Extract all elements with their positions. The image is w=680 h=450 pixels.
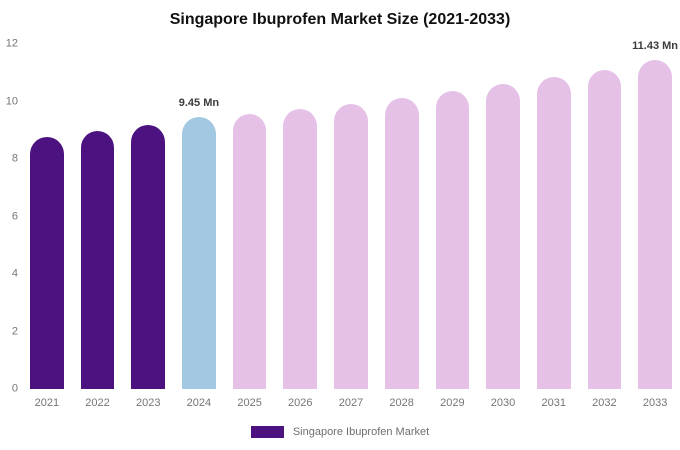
y-tick-label: 12 bbox=[5, 37, 18, 50]
x-tick-label: 2030 bbox=[490, 397, 516, 409]
x-tick-label: 2029 bbox=[440, 397, 465, 409]
chart-title: Singapore Ibuprofen Market Size (2021-20… bbox=[169, 11, 511, 28]
x-tick-label: 2027 bbox=[338, 397, 364, 409]
legend-swatch bbox=[250, 426, 284, 438]
plot-area: 9.45 Mn 11.43 Mn bbox=[30, 40, 678, 389]
bar-2029[interactable] bbox=[435, 90, 470, 389]
bar-2033[interactable]: 11.43 Mn bbox=[632, 40, 678, 389]
x-tick-label: 2033 bbox=[642, 397, 668, 409]
bars: 9.45 Mn 11.43 Mn bbox=[30, 40, 678, 389]
x-tick-label: 2024 bbox=[186, 397, 212, 409]
y-tick-label: 10 bbox=[5, 95, 18, 107]
y-tick-label: 2 bbox=[11, 325, 18, 337]
x-tick-label: 2022 bbox=[85, 397, 110, 409]
bar-value-label: 11.43 Mn bbox=[632, 40, 679, 53]
bar-2030[interactable] bbox=[486, 83, 520, 389]
x-tick-label: 2023 bbox=[135, 397, 161, 409]
bar-2023[interactable] bbox=[131, 125, 166, 389]
x-tick-label: 2021 bbox=[34, 397, 60, 409]
x-tick-label: 2025 bbox=[237, 397, 262, 409]
legend-label: Singapore Ibuprofen Market bbox=[292, 426, 430, 438]
bar-2021[interactable] bbox=[30, 137, 64, 389]
x-tick-label: 2026 bbox=[288, 397, 313, 409]
bar-2027[interactable] bbox=[334, 103, 368, 389]
x-tick-label: 2032 bbox=[592, 397, 617, 409]
x-axis-labels: 2021 2022 2023 2024 2025 2026 2027 2028 2029 2030… bbox=[30, 397, 672, 409]
y-tick-label: 0 bbox=[11, 382, 18, 395]
bar-2026[interactable] bbox=[283, 108, 318, 389]
x-tick-label: 2031 bbox=[541, 397, 566, 409]
y-axis: 0 2 4 6 8 10 12 bbox=[0, 38, 24, 394]
bar-value-label: 9.45 Mn bbox=[178, 97, 220, 110]
bar-2024[interactable]: 9.45 Mn bbox=[179, 97, 219, 389]
y-tick-label: 4 bbox=[11, 267, 18, 280]
bar-2031[interactable] bbox=[536, 77, 571, 389]
legend: Singapore Ibuprofen Market bbox=[0, 426, 680, 438]
y-tick-label: 8 bbox=[11, 152, 18, 165]
bar-2032[interactable] bbox=[587, 70, 622, 389]
y-tick-label: 6 bbox=[11, 210, 18, 222]
x-tick-label: 2028 bbox=[389, 397, 414, 409]
bar-2028[interactable] bbox=[384, 98, 419, 389]
bar-2025[interactable] bbox=[232, 113, 267, 389]
bar-2022[interactable] bbox=[80, 131, 115, 389]
